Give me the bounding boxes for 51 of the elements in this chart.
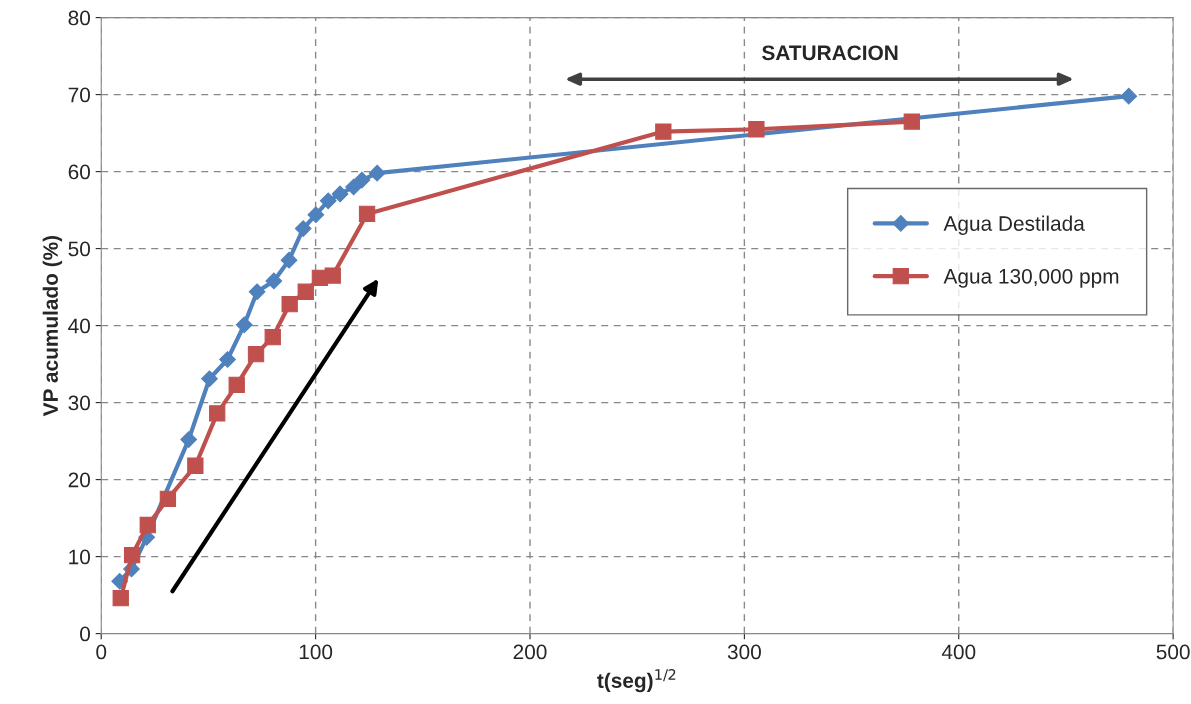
point (235, 316, 253, 334)
point (123, 546, 141, 564)
point (180, 431, 198, 448)
y-tick-label: 80 (68, 10, 91, 26)
point (368, 164, 386, 182)
point (307, 206, 325, 224)
point (345, 178, 362, 196)
point (331, 185, 349, 203)
y-tick-label: 70 (68, 87, 91, 103)
legend-label: Agua 130,000 ppm (943, 268, 1119, 288)
x-tick-label: 0 (96, 644, 107, 660)
point (139, 516, 156, 534)
point (1120, 87, 1138, 105)
point (219, 351, 236, 368)
y-axis-title: VP acumulado (%) (42, 235, 63, 417)
point (280, 251, 298, 269)
y-tick-label: 40 (68, 318, 91, 334)
y-tick-label: 30 (68, 395, 91, 411)
point (655, 123, 672, 140)
point (264, 328, 281, 346)
annotation: SATURACION (762, 45, 898, 61)
point (297, 283, 314, 300)
point (903, 113, 920, 130)
x-tick-label: 500 (1156, 644, 1190, 660)
point (265, 272, 283, 290)
y-tick-label: 0 (80, 626, 90, 642)
x-tick-label: 400 (941, 644, 976, 660)
point (159, 490, 177, 508)
x-axis-title: t(seg)$^{1/2}$ (597, 668, 676, 693)
y-tick-label: 60 (68, 164, 91, 180)
point (294, 220, 312, 237)
y-tick-label: 10 (69, 549, 91, 565)
point (228, 376, 245, 394)
point (187, 457, 204, 474)
point (209, 405, 226, 422)
point (324, 267, 341, 284)
y-tick-label: 50 (68, 241, 91, 257)
point (358, 205, 376, 223)
point (248, 283, 266, 301)
x-tick-label: 100 (299, 644, 333, 660)
point (247, 345, 265, 363)
point (353, 171, 371, 189)
x-tick-label: 200 (513, 644, 547, 660)
point (748, 121, 765, 138)
x-tick-label: 300 (727, 644, 761, 660)
y-tick-label: 20 (68, 472, 91, 488)
legend-label: Agua Destilada (943, 215, 1085, 236)
point (281, 295, 298, 313)
point (319, 192, 337, 210)
point (112, 590, 129, 607)
point (201, 370, 218, 388)
